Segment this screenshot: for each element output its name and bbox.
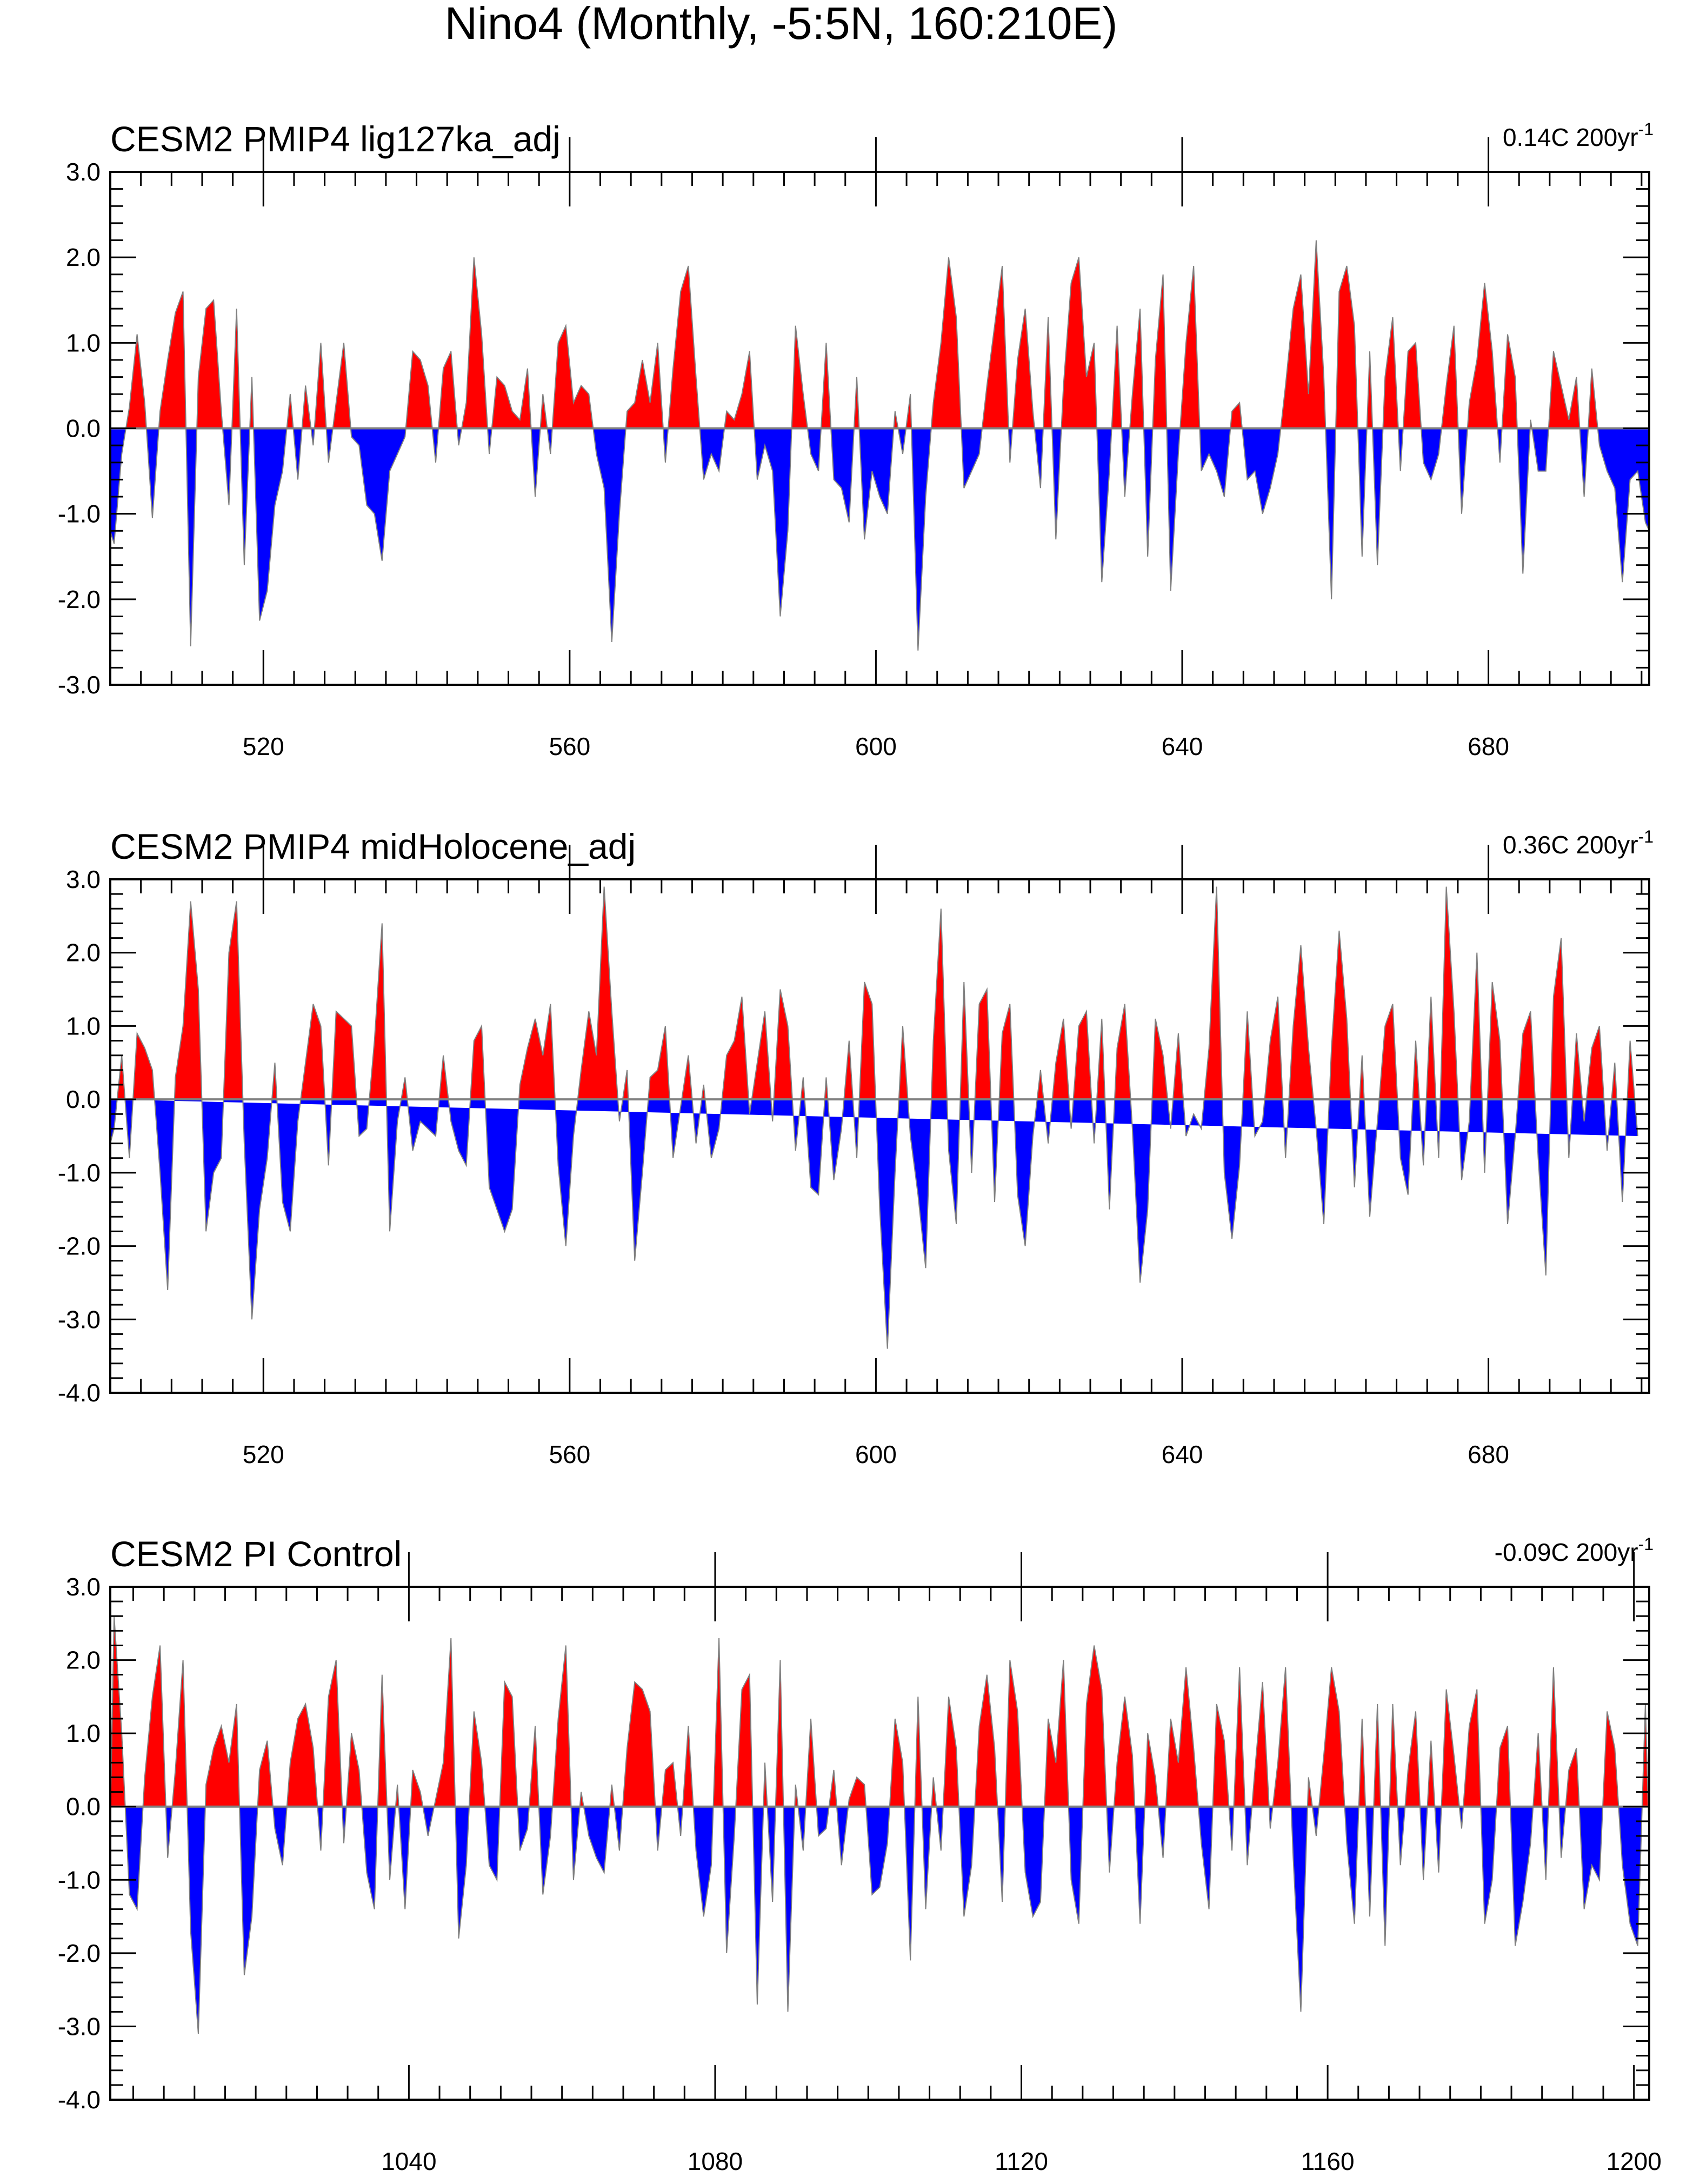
x-tick-label: 1080 bbox=[688, 2147, 743, 2175]
trend-exponent: -1 bbox=[1638, 1534, 1654, 1554]
y-tick-label: 3.0 bbox=[66, 1573, 101, 1601]
panel-title: CESM2 PMIP4 lig127ka_adj bbox=[110, 119, 561, 159]
trend-annotation: 0.14C 200yr-1 bbox=[1503, 119, 1654, 151]
positive-anomaly-area bbox=[110, 886, 1635, 1100]
trend-exponent: -1 bbox=[1638, 827, 1654, 846]
y-tick-label: -3.0 bbox=[58, 1305, 101, 1333]
trend-value: -0.09C 200yr bbox=[1495, 1538, 1638, 1566]
y-tick-label: 2.0 bbox=[66, 243, 101, 271]
x-tick-label: 600 bbox=[855, 732, 897, 760]
x-tick-label: 600 bbox=[855, 1440, 897, 1468]
y-tick-label: -1.0 bbox=[58, 1866, 101, 1894]
y-tick-label: -3.0 bbox=[58, 2012, 101, 2040]
y-tick-label: -2.0 bbox=[58, 1939, 101, 1967]
series-line bbox=[110, 1616, 1650, 2034]
x-tick-label: 1160 bbox=[1301, 2147, 1355, 2175]
y-tick-label: -4.0 bbox=[58, 2086, 101, 2114]
panel-midholocene: CESM2 PMIP4 midHolocene_adj 0.36C 200yr-1… bbox=[58, 826, 1654, 1468]
panel-lig127ka: CESM2 PMIP4 lig127ka_adj 0.14C 200yr-1 -3.… bbox=[58, 119, 1654, 760]
negative-anomaly-area bbox=[110, 1099, 1638, 1349]
series-line bbox=[110, 886, 1638, 1349]
x-tick-label: 1040 bbox=[381, 2147, 436, 2175]
x-tick-label: 680 bbox=[1468, 732, 1509, 760]
y-tick-label: 0.0 bbox=[66, 1793, 101, 1821]
y-tick-label: 1.0 bbox=[66, 1012, 101, 1040]
trend-value: 0.36C 200yr bbox=[1503, 831, 1638, 859]
x-tick-label: 520 bbox=[243, 1440, 284, 1468]
panel-title: CESM2 PI Control bbox=[110, 1534, 402, 1574]
plot-frame bbox=[109, 1586, 1650, 2101]
negative-anomaly-area bbox=[110, 1806, 1649, 2034]
x-tick-label: 1120 bbox=[995, 2147, 1048, 2175]
y-tick-label: 0.0 bbox=[66, 415, 101, 443]
x-tick-label: 1200 bbox=[1606, 2147, 1661, 2175]
plot-frame bbox=[109, 878, 1650, 1394]
y-tick-label: 2.0 bbox=[66, 1646, 101, 1674]
y-tick-label: 2.0 bbox=[66, 939, 101, 967]
trend-annotation: -0.09C 200yr-1 bbox=[1495, 1534, 1654, 1566]
y-tick-label: 0.0 bbox=[66, 1085, 101, 1113]
y-tick-label: 1.0 bbox=[66, 1719, 101, 1747]
trend-exponent: -1 bbox=[1638, 119, 1654, 139]
y-tick-label: -1.0 bbox=[58, 1159, 101, 1187]
y-tick-label: -2.0 bbox=[58, 585, 101, 613]
x-tick-label: 560 bbox=[549, 732, 590, 760]
x-tick-label: 640 bbox=[1162, 1440, 1203, 1468]
negative-anomaly-area bbox=[110, 428, 1649, 651]
x-tick-label: 680 bbox=[1468, 1440, 1509, 1468]
x-tick-label: 520 bbox=[243, 732, 284, 760]
y-tick-label: 3.0 bbox=[66, 158, 101, 186]
y-tick-label: 3.0 bbox=[66, 865, 101, 893]
y-tick-label: -3.0 bbox=[58, 671, 101, 699]
y-tick-label: -4.0 bbox=[58, 1379, 101, 1407]
positive-anomaly-area bbox=[110, 240, 1649, 429]
x-tick-label: 560 bbox=[549, 1440, 590, 1468]
x-tick-label: 640 bbox=[1162, 732, 1203, 760]
panel-pi-control: CESM2 PI Control -0.09C 200yr-1 -4.0 -3.0 -2… bbox=[58, 1534, 1662, 2175]
y-tick-label: -1.0 bbox=[58, 500, 101, 528]
trend-annotation: 0.36C 200yr-1 bbox=[1503, 827, 1654, 859]
figure-title: Nino4 (Monthly, -5:5N, 160:210E) bbox=[444, 0, 1117, 49]
y-tick-label: 1.0 bbox=[66, 329, 101, 357]
positive-anomaly-area bbox=[110, 1616, 1649, 1807]
y-tick-label: -2.0 bbox=[58, 1232, 101, 1260]
panel-title: CESM2 PMIP4 midHolocene_adj bbox=[110, 826, 636, 866]
series-line bbox=[110, 240, 1650, 651]
trend-value: 0.14C 200yr bbox=[1503, 123, 1638, 151]
